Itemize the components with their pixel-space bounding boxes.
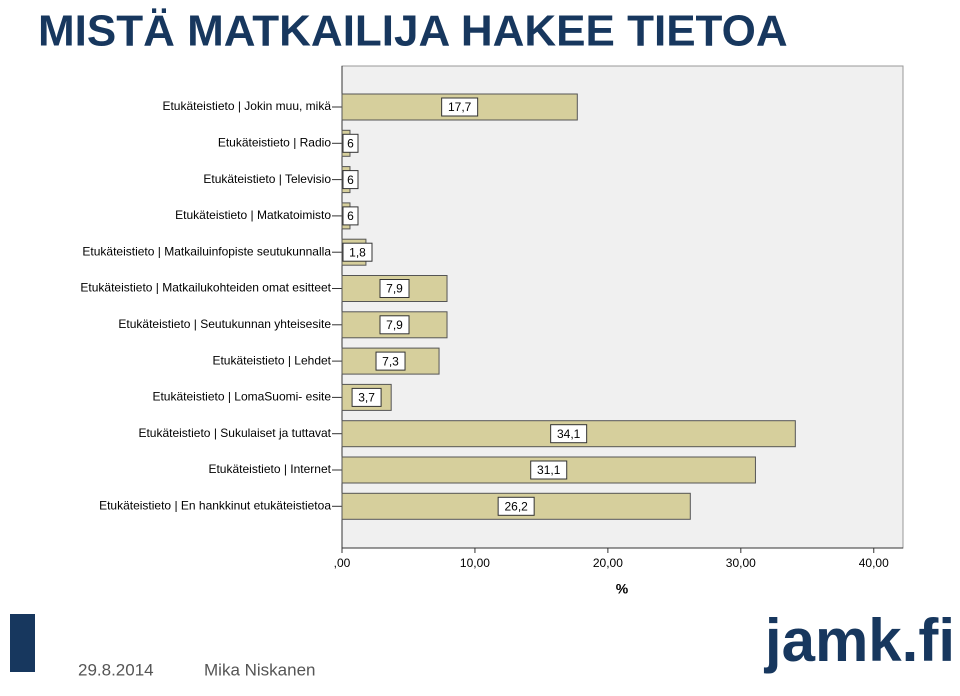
value-label: 6 [347,209,354,223]
value-label-box [351,387,382,407]
value-label: 26,2 [504,499,528,513]
y-tick-label: Etukäteistieto | Matkatoimisto [175,208,331,222]
value-label-box [342,242,373,262]
value-label-box [379,315,410,335]
footer-date: 29.8.2014 [78,660,154,679]
y-tick-label: Etukäteistieto | Lehdet [212,353,331,367]
y-tick-label: Etukäteistieto | Matkailuinfopiste seutu… [82,244,331,258]
value-label: 3,7 [358,391,375,405]
value-label: 34,1 [557,427,581,441]
x-axis-label: % [616,581,629,597]
y-tick-label: Etukäteistieto | Seutukunnan yhteisesite [118,317,331,331]
value-label-box [497,496,535,516]
y-tick-label: Etukäteistieto | LomaSuomi- esite [152,390,331,404]
y-tick-label: Etukäteistieto | Internet [208,462,331,476]
value-label: 17,7 [448,100,472,114]
value-label-box [342,170,359,190]
y-tick-label: Etukäteistieto | Sukulaiset ja tuttavat [138,426,331,440]
y-tick-label: Etukäteistieto | Matkailukohteiden omat … [80,281,331,295]
value-label: 7,9 [386,318,403,332]
x-tick-label: 10,00 [460,556,490,570]
y-tick-label: Etukäteistieto | Radio [218,135,332,149]
value-label: 7,9 [386,282,403,296]
y-tick-label: Etukäteistieto | Televisio [203,172,331,186]
value-label-box [342,206,359,226]
value-label-box [342,133,359,153]
y-tick-label: Etukäteistieto | En hankkinut etukäteist… [99,498,331,512]
slide-title: MISTÄ MATKAILIJA HAKEE TIETOA [38,7,788,56]
value-label: 6 [347,136,354,150]
logo: jamk.fi [764,607,955,674]
value-label: 7,3 [382,354,399,368]
value-label-box [530,460,568,480]
accent-block [10,614,35,672]
x-tick-label: ,00 [334,556,351,570]
value-label-box [441,97,479,117]
x-tick-label: 20,00 [593,556,623,570]
value-label-box [379,279,410,298]
footer-author: Mika Niskanen [204,660,316,679]
y-tick-label: Etukäteistieto | Jokin muu, mikä [162,99,331,113]
value-label-box [375,351,406,371]
x-tick-label: 30,00 [726,556,756,570]
value-label-box [550,424,588,444]
value-label: 1,8 [349,245,366,259]
value-label: 31,1 [537,463,561,477]
x-tick-label: 40,00 [859,556,889,570]
value-label: 6 [347,173,354,187]
